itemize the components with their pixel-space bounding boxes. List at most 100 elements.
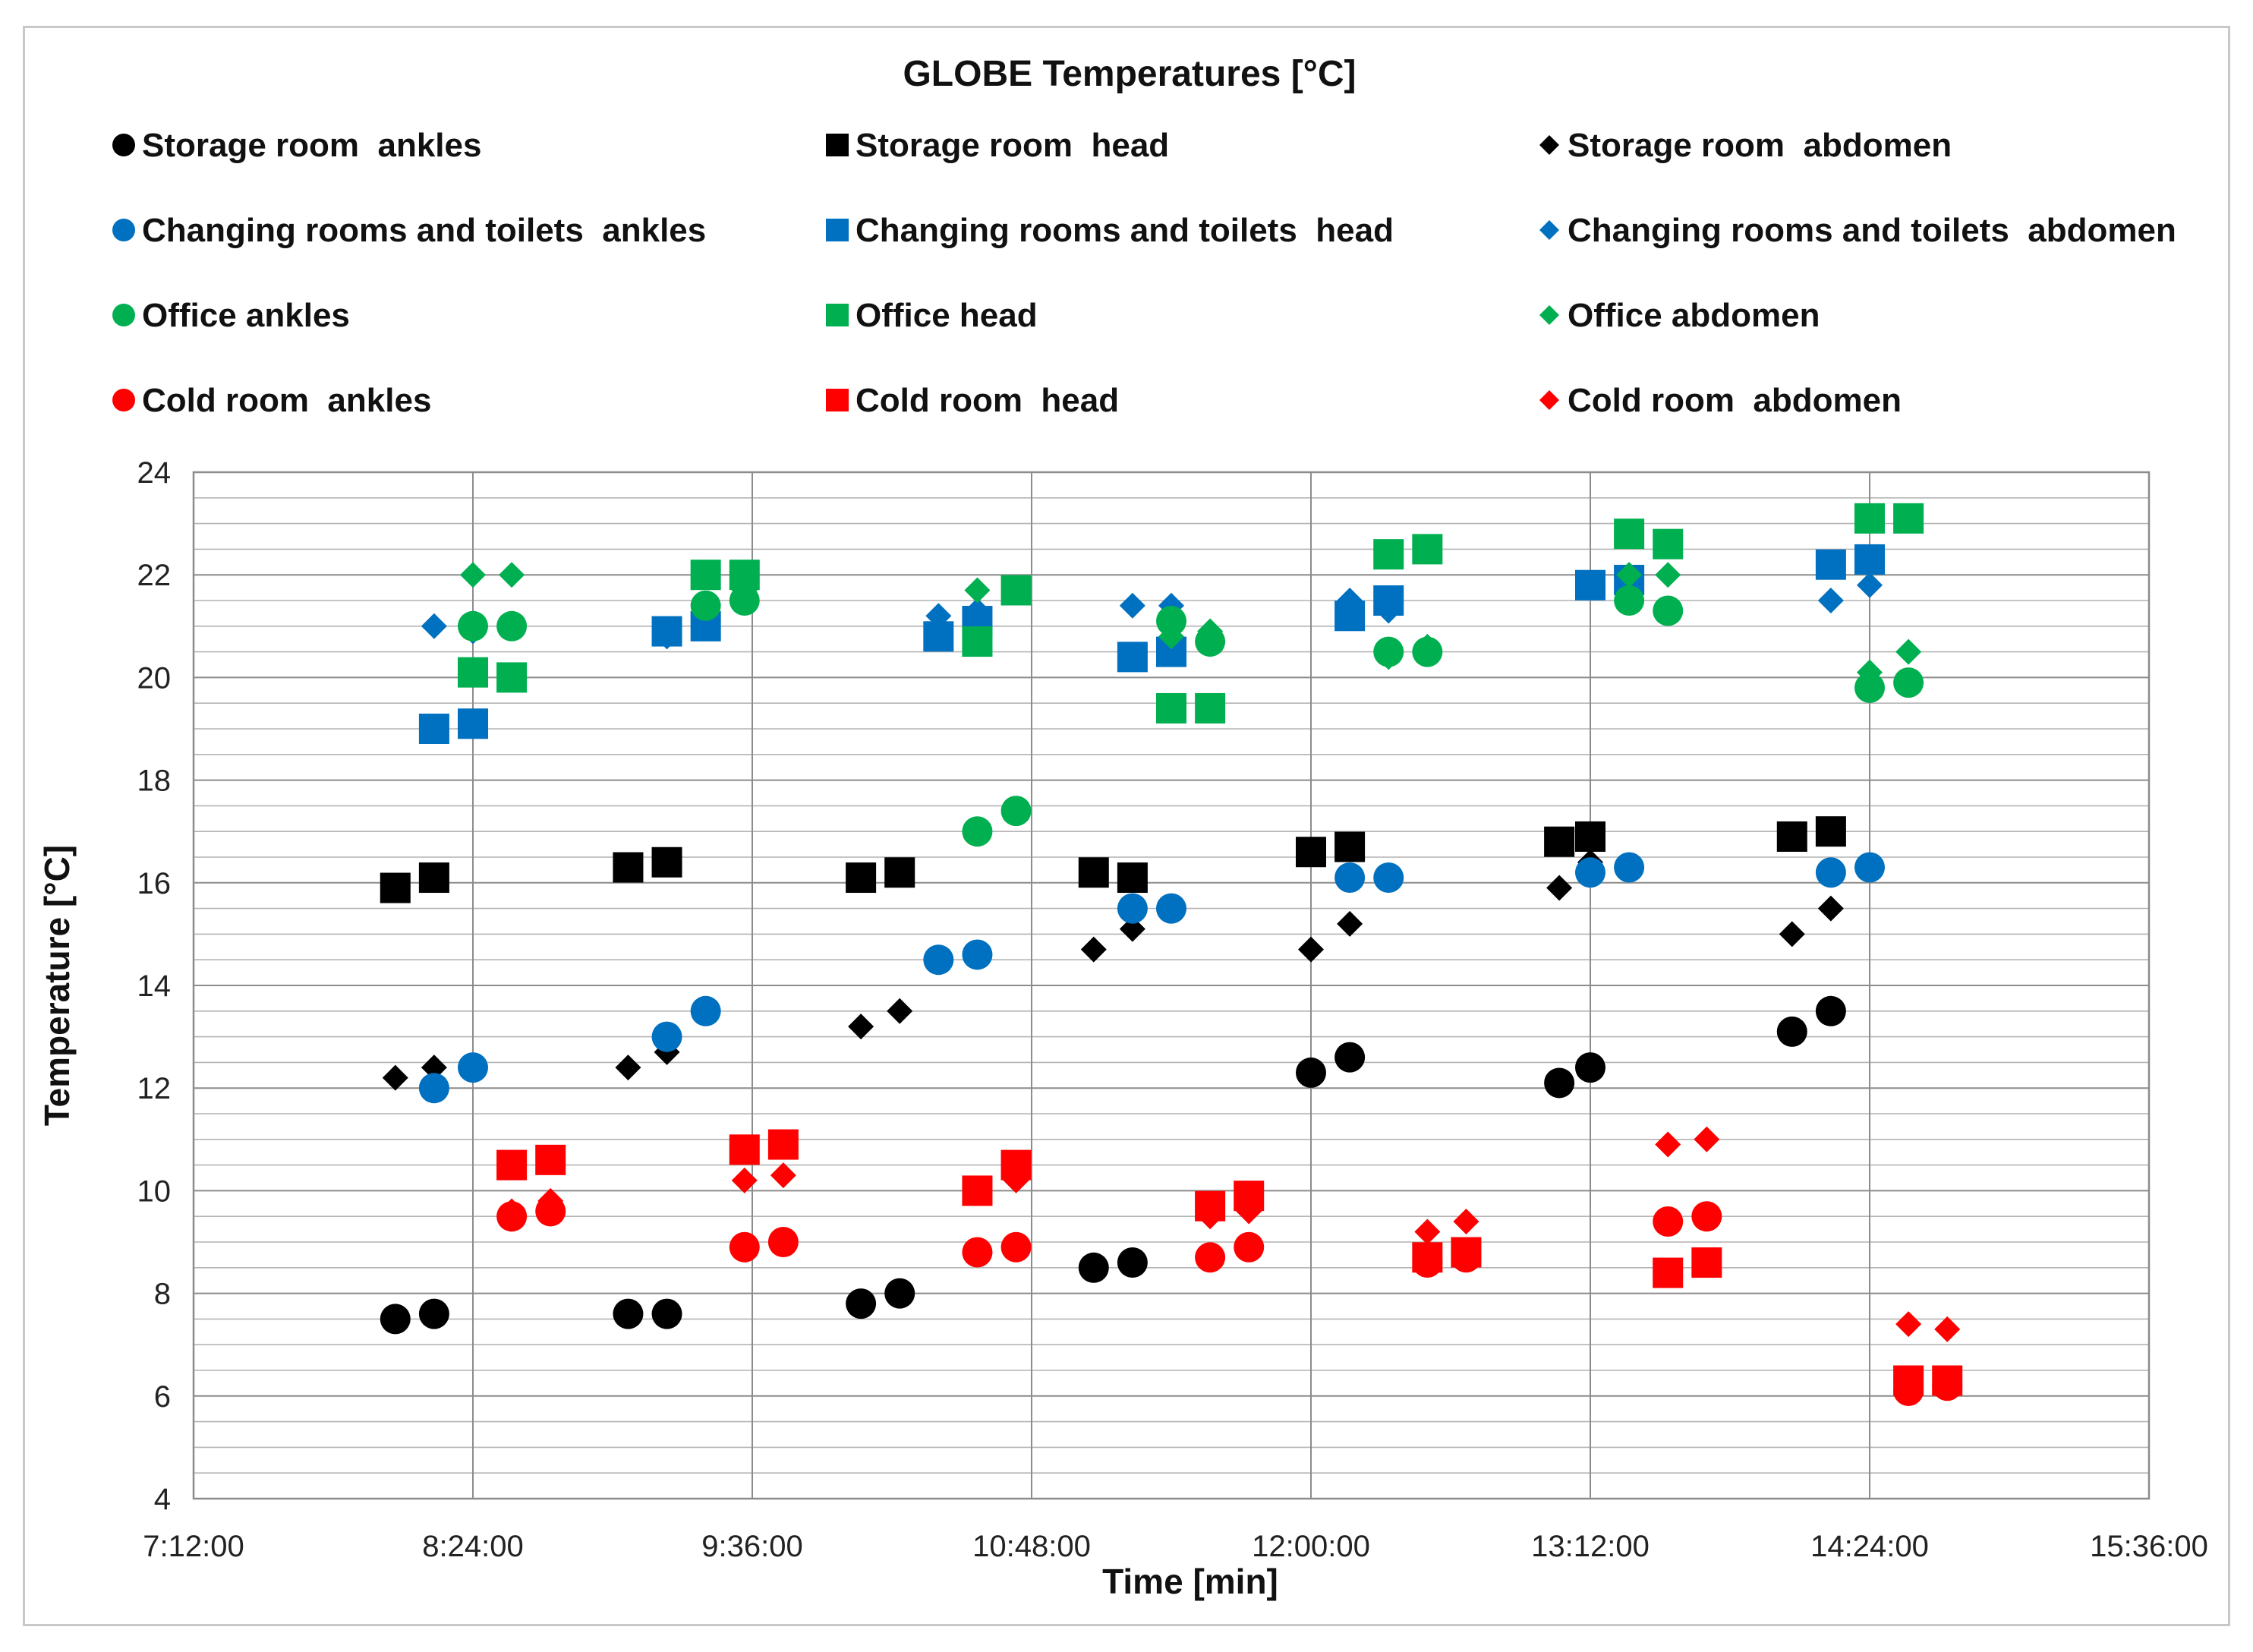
series-4 [418, 852, 1885, 1104]
legend-label: Cold room abdomen [1568, 382, 1902, 419]
data-point [1156, 606, 1186, 637]
y-tick-label: 24 [137, 456, 172, 490]
data-point [460, 562, 486, 588]
data-point [496, 1149, 528, 1181]
data-point [1414, 1219, 1441, 1245]
data-point [458, 708, 488, 739]
data-point [964, 1178, 991, 1204]
data-point [923, 944, 954, 976]
legend-item: Cold room abdomen [1539, 382, 1902, 419]
data-point [1815, 857, 1846, 888]
data-point [421, 613, 447, 639]
data-point [380, 872, 411, 903]
data-point [418, 1298, 449, 1329]
legend-item: Changing rooms and toilets abdomen [1539, 212, 2176, 249]
data-point [1334, 831, 1366, 862]
data-point [1334, 1042, 1366, 1073]
data-point [1156, 893, 1186, 924]
data-point [613, 1298, 644, 1329]
data-point [884, 857, 915, 888]
data-point [1614, 852, 1645, 883]
legend-marker [112, 304, 135, 326]
data-point [1373, 539, 1404, 570]
data-point [1854, 852, 1885, 883]
legend-item: Storage room head [826, 127, 1169, 164]
y-tick-label: 18 [137, 765, 172, 798]
legend-label: Office abdomen [1568, 297, 1820, 334]
data-point [1003, 1167, 1029, 1193]
data-point [382, 1064, 408, 1091]
data-point [1412, 1242, 1443, 1273]
data-point [692, 592, 719, 619]
data-point [1197, 618, 1224, 645]
y-tick-label: 10 [137, 1174, 172, 1208]
data-point [1815, 816, 1846, 847]
data-point [1854, 544, 1885, 575]
data-point [964, 597, 991, 624]
data-point [1234, 1231, 1265, 1263]
data-point [1854, 503, 1885, 534]
data-point [1337, 588, 1363, 613]
data-point [1776, 821, 1807, 852]
data-point [1776, 1016, 1807, 1047]
data-point [690, 995, 721, 1026]
y-tick-label: 12 [137, 1072, 172, 1105]
plot-border [192, 471, 2151, 1500]
data-point [1296, 1057, 1326, 1088]
data-point [962, 1237, 993, 1268]
legend-marker [112, 134, 135, 156]
data-point [1694, 1126, 1720, 1152]
data-point [848, 1014, 874, 1040]
legend-marker [1539, 390, 1559, 410]
data-point [1117, 1247, 1148, 1278]
legend-marker [112, 389, 135, 411]
legend-label: Storage room ankles [142, 127, 481, 164]
data-point [418, 862, 449, 894]
data-point [1119, 916, 1145, 942]
series-12 [499, 1126, 1961, 1342]
data-point [1653, 595, 1684, 626]
legend-marker [112, 219, 135, 241]
data-point [458, 657, 488, 688]
data-point [651, 1298, 682, 1329]
data-point [496, 610, 528, 642]
legend-marker [826, 389, 849, 411]
data-point [1375, 644, 1402, 670]
data-point [1195, 1242, 1226, 1273]
data-point [1893, 1365, 1924, 1396]
data-point [458, 1052, 488, 1083]
data-point [1616, 562, 1643, 588]
data-point [1451, 1237, 1482, 1268]
data-point [537, 1187, 564, 1214]
data-point [767, 1227, 799, 1257]
legend-label: Cold room head [856, 382, 1119, 419]
legend-item: Office ankles [112, 297, 350, 334]
legend-label: Office head [856, 297, 1038, 334]
legend-label: Storage room head [856, 127, 1169, 164]
data-point [1158, 623, 1184, 650]
data-point [962, 816, 993, 847]
chart-frame: 4 6 8 10 12 14 16 18 20 22 24 7:12:00 8:24:00 9:36:00… [23, 26, 2230, 1626]
data-point [1614, 585, 1645, 616]
data-point [1575, 1052, 1605, 1083]
data-point [1691, 1247, 1722, 1278]
data-point [1117, 862, 1148, 894]
legend-label: Changing rooms and toilets head [856, 212, 1394, 249]
x-axis-title: Time [min] [1102, 1562, 1278, 1601]
legend-marker [826, 219, 849, 241]
data-point [1197, 1203, 1224, 1230]
legend-item: Cold room head [826, 382, 1119, 419]
data-point [1334, 862, 1366, 894]
data-point [1236, 1198, 1262, 1225]
x-tick-label: 14:24:00 [1810, 1530, 1929, 1563]
data-point [1119, 592, 1145, 619]
data-point [380, 1304, 411, 1335]
data-point [731, 577, 758, 604]
data-point [1779, 921, 1805, 947]
data-point [1117, 893, 1148, 924]
y-tick-label: 22 [137, 559, 172, 592]
legend-item: Office head [826, 297, 1038, 334]
data-point [884, 1278, 915, 1309]
data-point [1653, 1257, 1684, 1288]
data-point [925, 603, 952, 629]
